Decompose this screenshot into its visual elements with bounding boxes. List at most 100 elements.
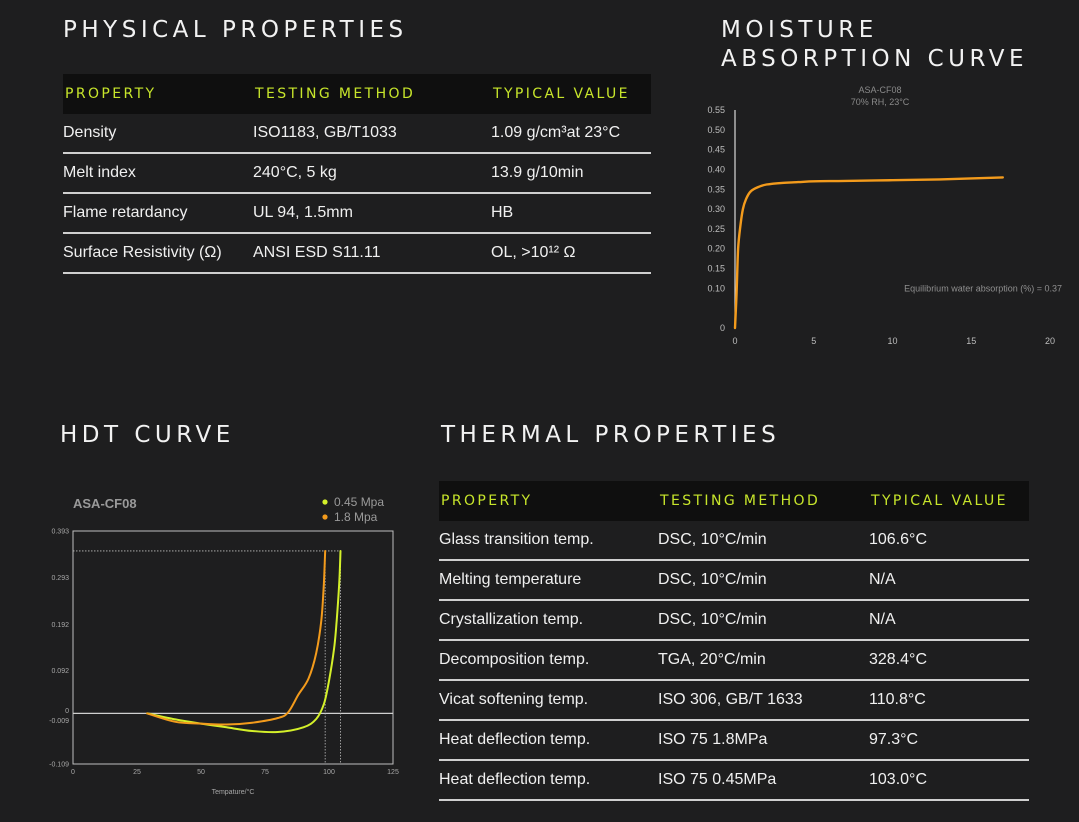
legend-marker [322, 499, 328, 505]
chart-title: ASA-CF08 [858, 85, 901, 95]
y-tick-label: 0.50 [707, 125, 725, 135]
table-header-row: PROPERTY TESTING METHOD TYPICAL VALUE [63, 74, 651, 114]
testing-method-cell: TGA, 20°C/min [658, 640, 869, 681]
property-cell: Crystallization temp. [439, 600, 658, 641]
chart-subtitle: 70% RH, 23°C [851, 97, 910, 107]
equilibrium-annotation: Equilibrium water absorption (%) = 0.37 [904, 283, 1062, 293]
legend-marker [322, 514, 328, 520]
property-cell: Melt index [63, 153, 253, 194]
property-cell: Decomposition temp. [439, 640, 658, 681]
y-tick-label: 0 [65, 708, 69, 715]
y-tick-label: 0.40 [707, 164, 725, 174]
y-tick-label: 0.15 [707, 264, 725, 274]
x-tick-label: 10 [887, 336, 897, 346]
typical-value-cell: 97.3°C [869, 720, 1029, 761]
x-axis-label: Tempature/°C [212, 788, 255, 796]
chart-title: ASA-CF08 [73, 496, 137, 511]
physical-properties-table: PROPERTY TESTING METHOD TYPICAL VALUE De… [63, 74, 651, 274]
hdt-curve-title: HDT CURVE [60, 422, 235, 448]
testing-method-cell: ISO 306, GB/T 1633 [658, 680, 869, 721]
thermal-properties-title: THERMAL PROPERTIES [441, 422, 781, 448]
y-tick-label: 0.10 [707, 283, 725, 293]
x-tick-label: 25 [133, 769, 141, 776]
property-cell: Melting temperature [439, 560, 658, 601]
table-row: Heat deflection temp. ISO 75 1.8MPa 97.3°C [439, 720, 1029, 761]
y-tick-label: 0.35 [707, 184, 725, 194]
testing-method-cell: ISO 75 0.45MPa [658, 760, 869, 801]
x-tick-label: 100 [323, 769, 335, 776]
typical-value-cell: 110.8°C [869, 680, 1029, 721]
table-row: Crystallization temp. DSC, 10°C/min N/A [439, 600, 1029, 641]
typical-value-cell: 103.0°C [869, 760, 1029, 801]
y-tick-label: 0.20 [707, 244, 725, 254]
typical-value-cell: OL, >10¹² Ω [491, 233, 651, 274]
typical-value-cell: 13.9 g/10min [491, 153, 651, 194]
x-tick-label: 0 [732, 336, 737, 346]
typical-value-cell: 328.4°C [869, 640, 1029, 681]
table-row: Vicat softening temp. ISO 306, GB/T 1633 1… [439, 680, 1029, 721]
testing-method-cell: DSC, 10°C/min [658, 600, 869, 641]
thermal-properties-table: PROPERTY TESTING METHOD TYPICAL VALUE Gl… [439, 481, 1029, 801]
y-tick-label: 0.30 [707, 204, 725, 214]
testing-method-cell: ANSI ESD S11.11 [253, 233, 491, 274]
header-property: PROPERTY [439, 481, 658, 521]
hdt-chart: ASA-CF08 0.393 0.293 0.192 0.092 0 -0.009 -0.10… [40, 490, 410, 805]
header-property: PROPERTY [63, 74, 253, 114]
legend-label: 0.45 Mpa [334, 495, 384, 509]
hdt-series-line-1 [146, 550, 327, 726]
testing-method-cell: DSC, 10°C/min [658, 521, 869, 561]
x-tick-label: 75 [261, 769, 269, 776]
header-typical-value: TYPICAL VALUE [491, 74, 651, 114]
testing-method-cell: ISO1183, GB/T1033 [253, 114, 491, 154]
x-tick-label: 20 [1045, 336, 1055, 346]
property-cell: Heat deflection temp. [439, 760, 658, 801]
y-tick-label: 0.55 [707, 105, 725, 115]
y-tick-label: 0.293 [51, 575, 69, 582]
typical-value-cell: N/A [869, 600, 1029, 641]
x-tick-label: 50 [197, 769, 205, 776]
typical-value-cell: 1.09 g/cm³at 23°C [491, 114, 651, 154]
header-testing-method: TESTING METHOD [658, 481, 869, 521]
y-tick-label: -0.109 [49, 762, 69, 769]
testing-method-cell: DSC, 10°C/min [658, 560, 869, 601]
y-tick-label: 0.393 [51, 529, 69, 536]
moisture-absorption-title: MOISTURE ABSORPTION CURVE [721, 16, 1028, 74]
physical-properties-title: PHYSICAL PROPERTIES [63, 17, 408, 43]
y-tick-label: 0.192 [51, 622, 69, 629]
x-tick-label: 125 [387, 769, 399, 776]
y-tick-label: 0.092 [51, 668, 69, 675]
table-row: Melt index 240°C, 5 kg 13.9 g/10min [63, 153, 651, 194]
property-cell: Heat deflection temp. [439, 720, 658, 761]
moisture-title-line1: MOISTURE [721, 17, 878, 43]
property-cell: Glass transition temp. [439, 521, 658, 561]
table-row: Surface Resistivity (Ω) ANSI ESD S11.11 OL… [63, 233, 651, 274]
x-tick-label: 5 [811, 336, 816, 346]
y-tick-label: 0 [720, 323, 725, 333]
x-tick-label: 15 [966, 336, 976, 346]
plot-frame [72, 530, 394, 765]
header-typical-value: TYPICAL VALUE [869, 481, 1029, 521]
y-tick-label: 0.25 [707, 224, 725, 234]
testing-method-cell: ISO 75 1.8MPa [658, 720, 869, 761]
y-tick-label: 0.45 [707, 145, 725, 155]
header-testing-method: TESTING METHOD [253, 74, 491, 114]
legend-label: 1.8 Mpa [334, 510, 378, 524]
absorption-series-line [733, 176, 1004, 330]
table-row: Melting temperature DSC, 10°C/min N/A [439, 560, 1029, 601]
moisture-absorption-chart: ASA-CF08 70% RH, 23°C 0 0.10 0.15 0.20 0.25 0.3… [690, 80, 1075, 350]
table-row: Glass transition temp. DSC, 10°C/min 106.6… [439, 521, 1029, 561]
table-row: Flame retardancy UL 94, 1.5mm HB [63, 193, 651, 234]
testing-method-cell: 240°C, 5 kg [253, 153, 491, 194]
table-row: Decomposition temp. TGA, 20°C/min 328.4°C [439, 640, 1029, 681]
table-row: Density ISO1183, GB/T1033 1.09 g/cm³at 23°… [63, 114, 651, 154]
property-cell: Vicat softening temp. [439, 680, 658, 721]
property-cell: Density [63, 114, 253, 154]
typical-value-cell: 106.6°C [869, 521, 1029, 561]
typical-value-cell: HB [491, 193, 651, 234]
hdt-series-line-0 [146, 550, 342, 734]
y-tick-label: -0.009 [49, 718, 69, 725]
table-row: Heat deflection temp. ISO 75 0.45MPa 103.0… [439, 760, 1029, 801]
property-cell: Surface Resistivity (Ω) [63, 233, 253, 274]
hdt-chart-svg: ASA-CF08 0.393 0.293 0.192 0.092 0 -0.009 -0.10… [49, 495, 399, 796]
table-header-row: PROPERTY TESTING METHOD TYPICAL VALUE [439, 481, 1029, 521]
